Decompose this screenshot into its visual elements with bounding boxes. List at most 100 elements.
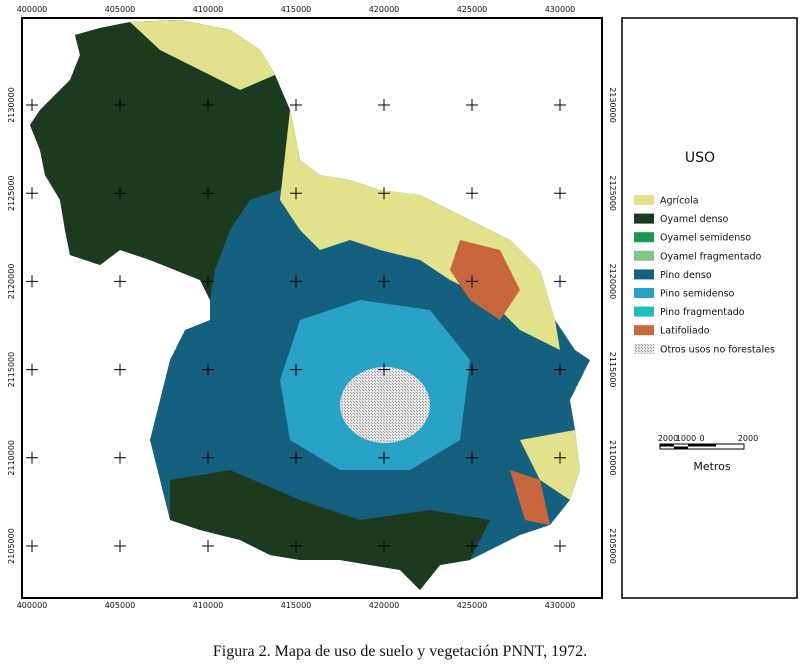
legend-label: Oyamel fragmentado [660,251,761,262]
grid-cross [290,187,302,200]
oyamel-zone [170,470,490,590]
y-coordinate-label: 2125000 [608,175,617,211]
y-coordinate-label: 2130000 [7,87,16,123]
grid-cross [290,99,302,111]
x-coordinate-label: 410000 [193,601,224,610]
legend-swatch [634,343,654,354]
grid-cross [466,99,478,111]
grid-cross [202,540,214,552]
grid-cross [290,275,302,288]
grid-cross [554,451,566,464]
grid-cross [554,363,566,376]
grid-cross [26,187,38,200]
grid-cross [554,540,566,552]
grid-cross [26,451,38,464]
legend-label: Pino semidenso [660,289,735,300]
legend-swatch [634,195,654,205]
non-forest-zone [340,367,430,443]
x-coordinate-label: 410000 [193,5,224,14]
legend-label: Pino denso [660,270,712,281]
grid-cross [114,540,126,552]
legend-label: Agrícola [660,196,699,207]
agricultural-zone [520,430,580,500]
legend-label: Oyamel semidenso [660,233,751,244]
scale-unit: Metros [693,460,731,473]
scale-bar-segment [688,444,716,447]
grid-cross [202,451,214,464]
y-coordinate-label: 2130000 [608,87,617,123]
broadleaf-zone [510,470,550,525]
grid-cross [378,451,390,464]
grid-cross [26,363,38,376]
legend-label: Oyamel denso [660,214,729,225]
grid-cross [378,187,390,200]
legend-label: Pino fragmentado [660,307,745,318]
land-use-map [30,20,590,590]
x-coordinate-label: 420000 [369,601,400,610]
x-coordinate-label: 400000 [17,5,48,14]
legend-swatch [634,269,654,280]
grid-cross [466,451,478,464]
y-coordinate-label: 2105000 [608,528,617,564]
legend-swatch [634,250,654,261]
x-coordinate-label: 405000 [105,5,136,14]
oyamel-zone [30,20,300,300]
grid-cross [554,187,566,200]
x-coordinate-label: 420000 [369,5,400,14]
grid-cross [466,275,478,288]
grid-cross [378,99,390,111]
x-coordinate-label: 430000 [545,5,576,14]
broadleaf-zone [450,240,520,320]
caption: Figura 2. Mapa de uso de suelo y vegetac… [213,643,587,660]
legend-swatch [634,306,654,317]
x-coordinate-label: 415000 [281,5,312,14]
grid-cross [290,363,302,376]
agricultural-zone [130,20,275,90]
grid-cross [290,540,302,552]
grid-cross [26,540,38,552]
grid-cross [114,99,126,111]
y-coordinate-label: 2115000 [608,352,617,388]
grid-cross [114,187,126,200]
legend-swatch [634,232,654,243]
grid-cross [202,363,214,376]
legend-label: Otros usos no forestales [660,344,775,355]
coordinate-grid: 400000 400000 405000 405000 410000 410000 4150… [7,5,617,610]
y-coordinate-label: 2115000 [7,352,16,388]
grid-cross [466,187,478,200]
grid-cross [26,275,38,288]
legend-label: Latifoliado [660,326,710,337]
y-coordinate-label: 2110000 [7,440,16,476]
grid-cross [26,99,38,111]
legend-swatch [634,325,654,336]
x-coordinate-label: 415000 [281,601,312,610]
x-coordinate-label: 425000 [457,5,488,14]
grid-cross [202,275,214,288]
x-coordinate-label: 430000 [545,601,576,610]
x-coordinate-label: 400000 [17,601,48,610]
scale-label: 2000 [658,434,678,443]
y-coordinate-label: 2120000 [7,264,16,300]
grid-cross [378,363,390,376]
grid-cross [378,540,390,552]
grid-cross [290,451,302,464]
x-coordinate-label: 425000 [457,601,488,610]
scale-label: 0 [699,434,704,443]
y-coordinate-label: 2110000 [608,440,617,476]
y-coordinate-label: 2125000 [7,175,16,211]
y-coordinate-label: 2105000 [7,528,16,564]
grid-cross [114,451,126,464]
legend-title: USO [685,150,715,166]
grid-cross [554,99,566,111]
scale-label: 2000 [738,434,758,443]
grid-cross [202,99,214,111]
legend-swatch [634,288,654,298]
y-coordinate-label: 2120000 [608,264,617,300]
grid-cross [466,540,478,552]
x-coordinate-label: 405000 [105,601,136,610]
legend-swatch [634,213,654,224]
scale-bar-segment [674,446,688,449]
legend: Agrícola Oyamel denso Oyamel semidenso Oyam… [634,195,775,355]
